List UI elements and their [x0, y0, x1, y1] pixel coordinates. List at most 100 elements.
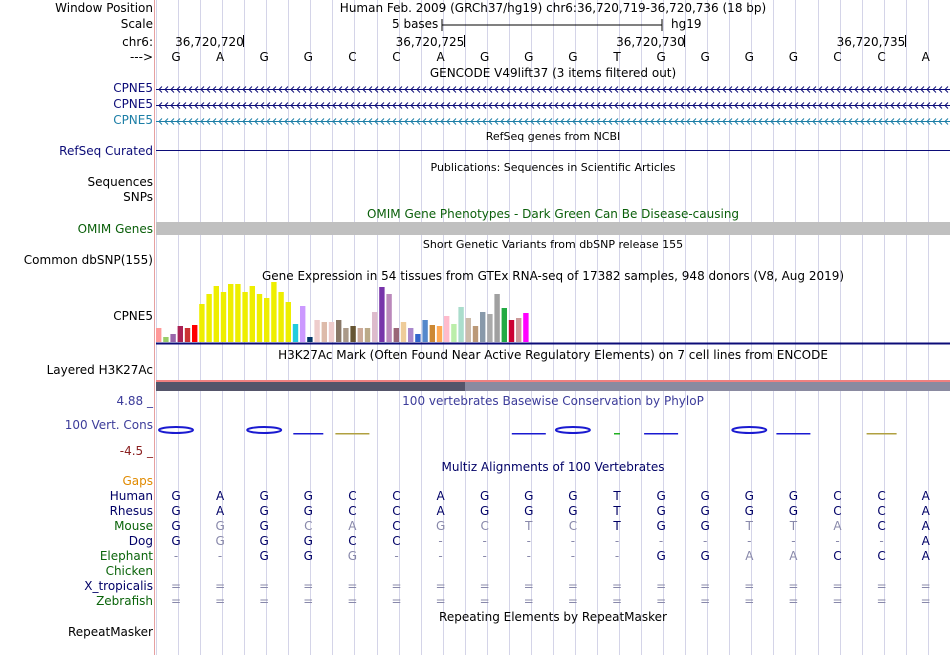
strand-arrow — [554, 86, 559, 93]
strand-arrow — [392, 118, 397, 125]
omim-track-title[interactable]: OMIM Gene Phenotypes - Dark Green Can Be… — [366, 207, 740, 221]
strand-arrow — [398, 118, 403, 125]
strand-arrow — [536, 118, 541, 125]
alignment-base: - — [482, 534, 487, 548]
strand-arrow — [782, 86, 787, 93]
sequences-label[interactable]: Sequences — [87, 175, 153, 189]
strand-arrow — [584, 118, 589, 125]
alignment-base: - — [217, 549, 223, 563]
gencode-gene-label[interactable]: CPNE5 — [113, 81, 153, 95]
reference-base: G — [656, 50, 666, 64]
strand-arrow — [644, 102, 649, 109]
h3k27ac-signal-dark[interactable] — [156, 382, 465, 391]
strand-arrow — [578, 86, 583, 93]
strand-arrow — [842, 118, 847, 125]
omim-gene-bar[interactable] — [156, 222, 950, 235]
strand-arrow — [248, 118, 253, 125]
multiz-track-title[interactable]: Multiz Alignments of 100 Vertebrates — [441, 460, 665, 474]
gtex-tissue-bar — [400, 322, 407, 342]
gaps-label[interactable]: Gaps — [122, 474, 153, 488]
alignment-base: G — [480, 489, 490, 503]
conservation-track-title[interactable]: 100 vertebrates Basewise Conservation by… — [402, 394, 704, 408]
gencode-gene-model[interactable] — [156, 99, 950, 111]
alignment-base: = — [567, 579, 578, 593]
species-label[interactable]: Rhesus — [109, 504, 153, 518]
species-label[interactable]: Human — [109, 489, 153, 503]
conservation-logo[interactable] — [156, 422, 950, 442]
strand-arrow — [608, 86, 613, 93]
strand-arrow — [482, 86, 487, 93]
strand-arrow — [314, 102, 319, 109]
gencode-gene-model[interactable] — [156, 83, 950, 95]
strand-arrow — [896, 118, 901, 125]
conservation-track-label[interactable]: 100 Vert. Cons — [64, 418, 153, 432]
repeatmasker-track-title[interactable]: Repeating Elements by RepeatMasker — [439, 610, 667, 624]
alignment-base: A — [921, 504, 930, 518]
gencode-gene-label[interactable]: CPNE5 — [113, 113, 153, 127]
strand-arrow — [662, 86, 667, 93]
refseq-track-title[interactable]: RefSeq genes from NCBI — [485, 130, 621, 143]
strand-arrow — [812, 86, 817, 93]
gtex-track-title[interactable]: Gene Expression in 54 tissues from GTEx … — [261, 269, 845, 283]
publications-track-title[interactable]: Publications: Sequences in Scientific Ar… — [430, 161, 676, 174]
strand-arrow — [500, 118, 505, 125]
strand-arrow — [902, 118, 907, 125]
species-label[interactable]: Zebrafish — [96, 594, 153, 608]
omim-genes-label[interactable]: OMIM Genes — [77, 222, 153, 236]
h3k27ac-track-title[interactable]: H3K27Ac Mark (Often Found Near Active Re… — [278, 348, 828, 362]
alignment-base: - — [482, 549, 487, 563]
alignment-base: T — [613, 489, 621, 503]
alignment-base: = — [303, 594, 314, 608]
strand-arrow — [926, 118, 931, 125]
alignment-base: = — [170, 579, 182, 593]
strand-arrow — [164, 102, 169, 109]
alignment-base: = — [744, 594, 755, 608]
strand-arrow — [620, 86, 625, 93]
strand-arrow — [170, 102, 175, 109]
gtex-gene-label[interactable]: CPNE5 — [113, 309, 153, 323]
gtex-tissue-bar — [220, 292, 227, 342]
strand-arrow — [758, 118, 763, 125]
alignment-base: G — [215, 534, 225, 548]
strand-arrow — [758, 102, 763, 109]
strand-arrow — [944, 86, 949, 93]
species-label[interactable]: Mouse — [114, 519, 153, 533]
strand-arrow — [728, 86, 733, 93]
gencode-gene-model[interactable] — [156, 115, 950, 127]
strand-arrow — [542, 102, 547, 109]
species-label[interactable]: Elephant — [99, 549, 153, 563]
strand-arrow — [470, 86, 475, 93]
refseq-curated-label[interactable]: RefSeq Curated — [59, 144, 153, 158]
alignment-base: = — [744, 579, 755, 593]
alignment-base: C — [480, 519, 489, 533]
strand-arrow — [500, 86, 505, 93]
alignment-base: = — [347, 579, 358, 593]
strand-arrow — [650, 86, 655, 93]
species-label[interactable]: X_tropicalis — [84, 579, 153, 593]
strand-arrow — [260, 86, 265, 93]
strand-arrow — [788, 102, 793, 109]
strand-arrow — [884, 118, 889, 125]
strand-arrow — [764, 118, 769, 125]
dbsnp-track-title[interactable]: Short Genetic Variants from dbSNP releas… — [422, 238, 684, 251]
snps-label[interactable]: SNPs — [123, 190, 153, 204]
conservation-glyph — [511, 433, 546, 435]
gencode-track-title[interactable]: GENCODE V49lift37 (3 items filtered out) — [429, 66, 677, 80]
gencode-gene-label[interactable]: CPNE5 — [113, 97, 153, 111]
coordinate-tick — [463, 35, 465, 47]
species-label[interactable]: Chicken — [105, 564, 153, 578]
label-separator — [154, 0, 155, 655]
refseq-gene-line[interactable] — [156, 150, 950, 151]
gtex-tissue-bar — [472, 326, 479, 342]
common-dbsnp-label[interactable]: Common dbSNP(155) — [23, 253, 153, 267]
layered-h3k27ac-label[interactable]: Layered H3K27Ac — [46, 363, 153, 377]
gtex-tissue-bar — [465, 318, 471, 342]
gtex-expression-bars[interactable] — [156, 282, 950, 346]
strand-arrow — [320, 102, 325, 109]
species-label[interactable]: Dog — [128, 534, 153, 548]
strand-arrow — [242, 102, 247, 109]
strand-arrow — [542, 86, 547, 93]
gtex-tissue-bar — [408, 328, 414, 342]
repeatmasker-label[interactable]: RepeatMasker — [67, 625, 153, 639]
h3k27ac-signal-light[interactable] — [465, 382, 950, 391]
